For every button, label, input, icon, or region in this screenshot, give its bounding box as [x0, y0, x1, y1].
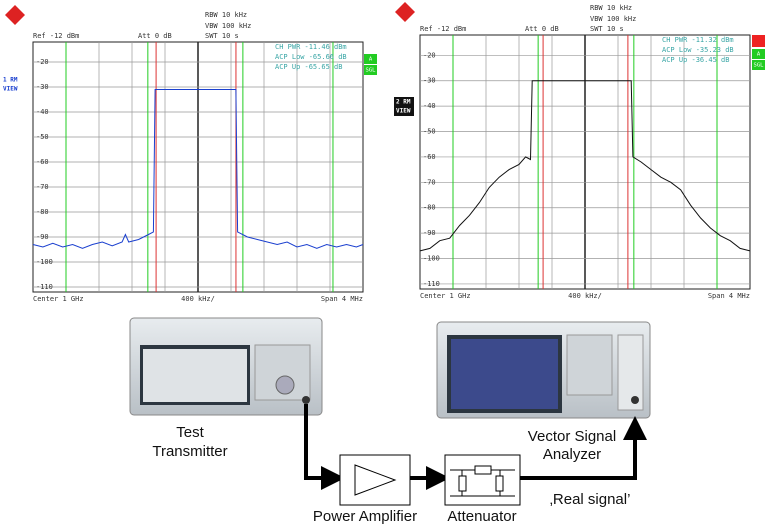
y-tick-label: -80: [36, 208, 49, 216]
trace-box: [394, 97, 414, 116]
status-label: A: [757, 52, 761, 58]
footer-label: 400 kHz/: [181, 295, 215, 303]
setting: SWT 10 s: [205, 32, 239, 40]
setting: VBW 100 kHz: [590, 15, 636, 23]
label: Transmitter: [152, 443, 227, 460]
status-box: [364, 54, 377, 64]
y-tick-label: -40: [36, 108, 49, 116]
status-box: [752, 49, 765, 59]
label: Test: [176, 424, 204, 441]
y-tick-label: -80: [423, 204, 436, 212]
y-tick-label: -30: [36, 83, 49, 91]
trace-label: 2 RM: [396, 99, 411, 106]
trace: [419, 80, 751, 252]
measurement: ACP Up -36.45 dB: [662, 56, 729, 64]
label: ‚Real signal’: [550, 491, 631, 508]
attenuator-box: [444, 454, 521, 506]
measurement: ACP Low -35.23 dB: [662, 46, 734, 54]
y-tick-label: -40: [423, 102, 436, 110]
label: Attenuator: [447, 508, 516, 525]
trace-label: VIEW: [3, 86, 18, 93]
y-tick-label: -50: [36, 133, 49, 141]
label: Analyzer: [543, 446, 601, 463]
setting: Att 0 dB: [525, 25, 559, 33]
y-tick-label: -30: [423, 77, 436, 85]
status-box: [752, 35, 765, 47]
setting: VBW 100 kHz: [205, 22, 251, 30]
label: Power Amplifier: [313, 508, 417, 525]
status-label: SGL: [366, 68, 377, 74]
footer-label: Center 1 GHz: [33, 295, 84, 303]
setting: SWT 10 s: [590, 25, 624, 33]
transmitter-device: [129, 317, 323, 416]
measurement: ACP Up -65.65 dB: [275, 63, 342, 71]
y-tick-label: -110: [36, 283, 53, 291]
status-label: SGL: [754, 63, 765, 69]
measurement: CH PWR -11.46 dBm: [275, 43, 347, 51]
status-box: [752, 60, 765, 70]
y-tick-label: -20: [423, 51, 436, 59]
trace-label: VIEW: [396, 108, 411, 115]
y-tick-label: -100: [423, 255, 440, 263]
y-tick-label: -60: [36, 158, 49, 166]
amplifier-box: [339, 454, 411, 506]
y-tick-label: -70: [36, 183, 49, 191]
y-tick-label: -90: [36, 233, 49, 241]
trace: [32, 89, 364, 249]
setting: Att 0 dB: [138, 32, 172, 40]
status-box: [364, 65, 377, 75]
trace-label: 1 RM: [3, 77, 18, 84]
footer-label: 400 kHz/: [568, 292, 602, 300]
footer-label: Span 4 MHz: [321, 295, 363, 303]
connections: [304, 404, 647, 490]
y-tick-label: -90: [423, 229, 436, 237]
setting: Ref -12 dBm: [420, 25, 466, 33]
setting: RBW 10 kHz: [590, 4, 632, 12]
footer-label: Center 1 GHz: [420, 292, 471, 300]
y-tick-label: -60: [423, 153, 436, 161]
analyzer-device: [436, 321, 651, 419]
measurement: ACP Low -65.66 dB: [275, 53, 347, 61]
y-tick-label: -100: [36, 258, 53, 266]
footer-label: Span 4 MHz: [708, 292, 750, 300]
y-tick-label: -50: [423, 128, 436, 136]
y-tick-label: -70: [423, 178, 436, 186]
y-tick-label: -110: [423, 280, 440, 288]
logo: [5, 2, 415, 25]
y-tick-label: -20: [36, 58, 49, 66]
setting: Ref -12 dBm: [33, 32, 79, 40]
label: Vector Signal: [528, 428, 616, 445]
measurement: CH PWR -11.32 dBm: [662, 36, 734, 44]
status-label: A: [369, 57, 373, 63]
setting: RBW 10 kHz: [205, 11, 247, 19]
